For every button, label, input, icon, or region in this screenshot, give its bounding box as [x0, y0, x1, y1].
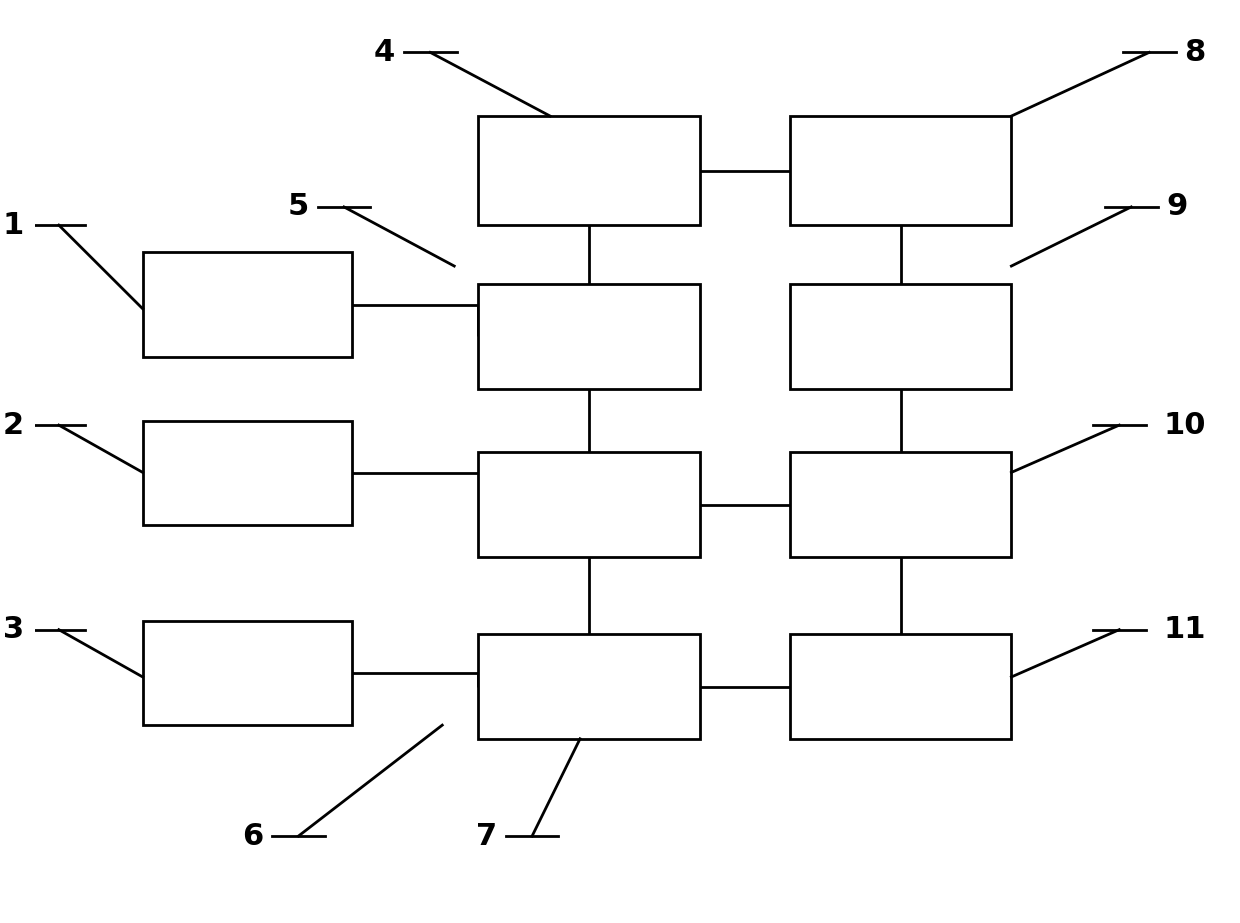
Text: 11: 11	[1164, 616, 1207, 644]
Text: 3: 3	[2, 616, 24, 644]
Bar	[479, 116, 699, 225]
Bar	[790, 116, 1012, 225]
Bar	[143, 620, 352, 725]
Bar	[143, 421, 352, 525]
Text: 9: 9	[1166, 193, 1188, 222]
Bar	[479, 284, 699, 389]
Text: 5: 5	[288, 193, 309, 222]
Bar	[790, 452, 1012, 557]
Bar	[790, 284, 1012, 389]
Bar	[479, 452, 699, 557]
Text: 10: 10	[1164, 411, 1207, 439]
Text: 8: 8	[1184, 38, 1205, 66]
Text: 2: 2	[2, 411, 24, 439]
Bar	[479, 634, 699, 738]
Text: 7: 7	[476, 821, 497, 851]
Text: 4: 4	[374, 38, 396, 66]
Bar	[790, 634, 1012, 738]
Text: 1: 1	[2, 210, 24, 240]
Text: 6: 6	[242, 821, 264, 851]
Bar	[143, 252, 352, 357]
